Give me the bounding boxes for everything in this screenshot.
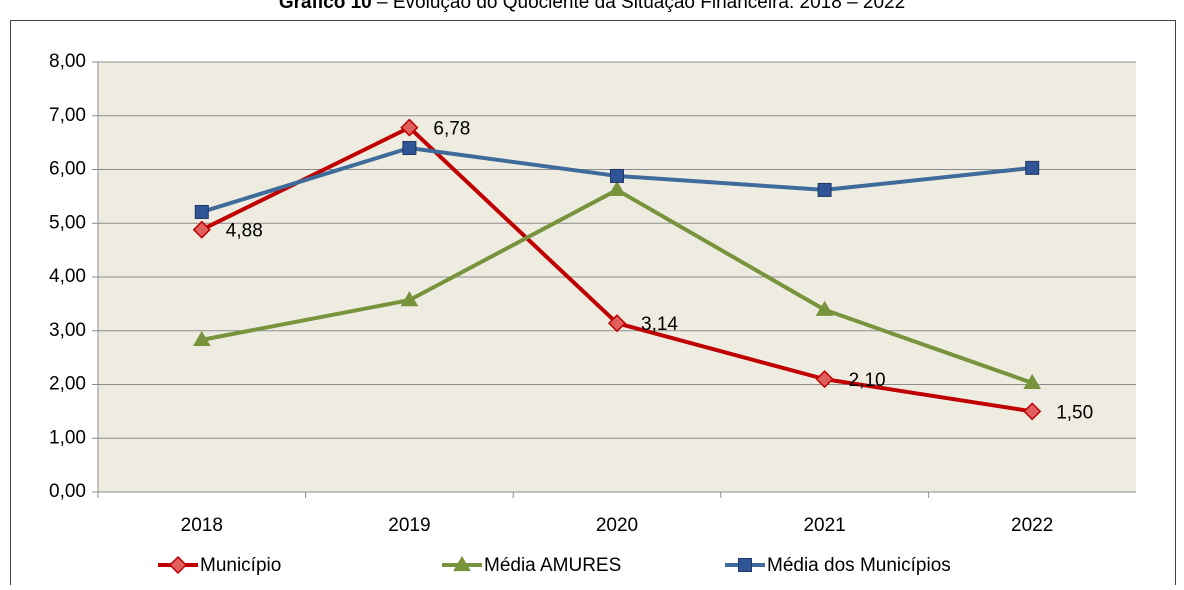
legend-marker (738, 558, 752, 572)
data-point (610, 168, 624, 183)
data-point (608, 180, 626, 197)
y-tick-label: 6,00 (49, 159, 86, 180)
title-label: Gráfico 10 (279, 0, 372, 13)
legend-marker (168, 555, 188, 575)
y-tick-label: 0,00 (49, 481, 86, 502)
y-tick-label: 5,00 (49, 212, 86, 233)
data-point (607, 314, 627, 333)
data-point (192, 330, 211, 346)
y-tick-label: 1,00 (49, 427, 86, 448)
data-point (1023, 373, 1042, 389)
x-tick-label: 2018 (181, 515, 223, 536)
x-tick-label: 2021 (803, 515, 845, 536)
chart-title: Gráfico 10 – Evolução do Quociente da Si… (279, 0, 905, 13)
legend-marker (453, 556, 471, 572)
data-label: 3,14 (641, 314, 678, 335)
y-tick-label: 3,00 (49, 320, 86, 341)
x-tick-label: 2022 (1011, 515, 1053, 536)
data-point (194, 204, 209, 219)
legend-label: Média dos Municípios (767, 555, 951, 576)
data-point (815, 370, 834, 389)
x-tick-label: 2019 (388, 515, 430, 536)
data-point (1025, 160, 1040, 175)
data-point (1023, 402, 1042, 421)
data-point (192, 220, 211, 239)
x-tick-label: 2020 (596, 515, 638, 536)
legend-label: Média AMURES (484, 555, 621, 576)
legend-label: Município (200, 555, 281, 576)
y-tick-label: 8,00 (49, 51, 86, 72)
data-label: 1,50 (1056, 402, 1093, 423)
data-point (400, 118, 419, 137)
data-label: 2,10 (849, 370, 886, 391)
title-text: – Evolução do Quociente da Situação Fina… (377, 0, 905, 13)
y-tick-label: 4,00 (49, 266, 86, 287)
data-point (402, 141, 417, 155)
data-point (817, 182, 832, 197)
data-point (815, 300, 834, 316)
data-label: 4,88 (226, 221, 263, 242)
data-point (400, 291, 419, 307)
data-label: 6,78 (433, 119, 470, 140)
y-tick-label: 7,00 (49, 105, 86, 126)
y-tick-label: 2,00 (49, 374, 86, 395)
